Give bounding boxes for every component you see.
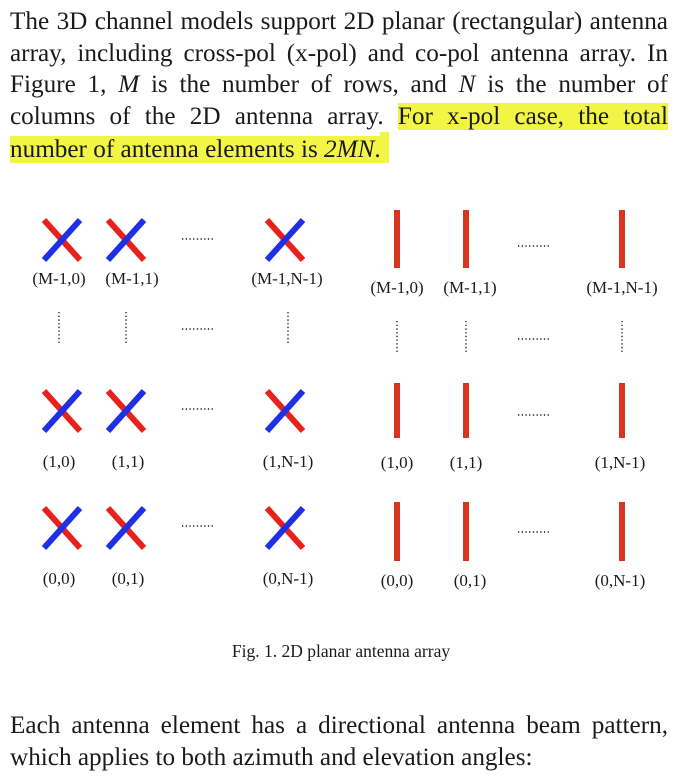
figure-caption: Fig. 1. 2D planar antenna array bbox=[231, 641, 451, 661]
horizontal-ellipsis bbox=[182, 238, 215, 527]
copol-label: (0,1) bbox=[454, 571, 487, 590]
highlight-text: For x-pol case, the total number of ante… bbox=[10, 102, 669, 164]
copol-label: (1,0) bbox=[381, 453, 414, 472]
xpol-element bbox=[41, 505, 83, 551]
highlight-tail bbox=[379, 132, 389, 163]
xpol-element bbox=[264, 505, 306, 551]
xpol-label: (M-1,1) bbox=[105, 269, 158, 288]
xpol-element bbox=[41, 388, 83, 434]
xpol-element bbox=[105, 505, 147, 551]
xpol-label: (M-1,N-1) bbox=[251, 269, 322, 288]
xpol-label: (M-1,0) bbox=[32, 269, 85, 288]
sentence-2a: In Figure 1, bbox=[10, 39, 669, 99]
antenna-array-figure: (M-1,0) (M-1,1) (M-1,N-1) (1,0) (1,1) (1… bbox=[32, 210, 658, 590]
sentence-2b: is the number of rows, and bbox=[150, 71, 447, 98]
xpol-element bbox=[264, 217, 306, 263]
vertical-ellipsis bbox=[58, 312, 289, 345]
var-m: M bbox=[118, 71, 140, 98]
xpol-label: (1,0) bbox=[43, 452, 76, 471]
paragraph-2: Each antenna element has a directional a… bbox=[10, 712, 668, 771]
vertical-ellipsis bbox=[396, 321, 623, 354]
highlight-math: 2MN bbox=[324, 136, 375, 163]
xpol-label: (1,N-1) bbox=[263, 452, 314, 471]
var-n: N bbox=[458, 71, 476, 98]
xpol-label: (0,0) bbox=[43, 569, 76, 588]
highlight-period: . bbox=[374, 136, 381, 163]
copol-label: (0,0) bbox=[381, 571, 414, 590]
copol-label: (M-1,0) bbox=[370, 278, 423, 297]
copol-label: (M-1,N-1) bbox=[586, 278, 657, 297]
xpol-array: (M-1,0) (M-1,1) (M-1,N-1) (1,0) (1,1) (1… bbox=[32, 217, 323, 588]
xpol-element bbox=[105, 217, 147, 263]
copol-label: (0,N-1) bbox=[595, 571, 646, 590]
paragraph-1: The 3D channel models support 2D planar … bbox=[10, 6, 669, 166]
xpol-label: (0,N-1) bbox=[263, 569, 314, 588]
sentence-1: The 3D channel models support 2D planar … bbox=[10, 8, 668, 67]
xpol-element bbox=[41, 217, 83, 263]
xpol-label: (1,1) bbox=[112, 452, 145, 471]
copol-label: (1,1) bbox=[450, 453, 483, 472]
copol-label: (1,N-1) bbox=[595, 453, 646, 472]
copol-label: (M-1,1) bbox=[443, 278, 496, 297]
xpol-element bbox=[105, 388, 147, 434]
copol-array: (M-1,0) (M-1,1) (M-1,N-1) (1,0) (1,1) (1… bbox=[370, 210, 658, 590]
xpol-label: (0,1) bbox=[112, 569, 145, 588]
horizontal-ellipsis bbox=[518, 245, 551, 533]
xpol-element bbox=[264, 388, 306, 434]
sentence-2c: is the number of columns of the 2D anten… bbox=[10, 71, 669, 130]
